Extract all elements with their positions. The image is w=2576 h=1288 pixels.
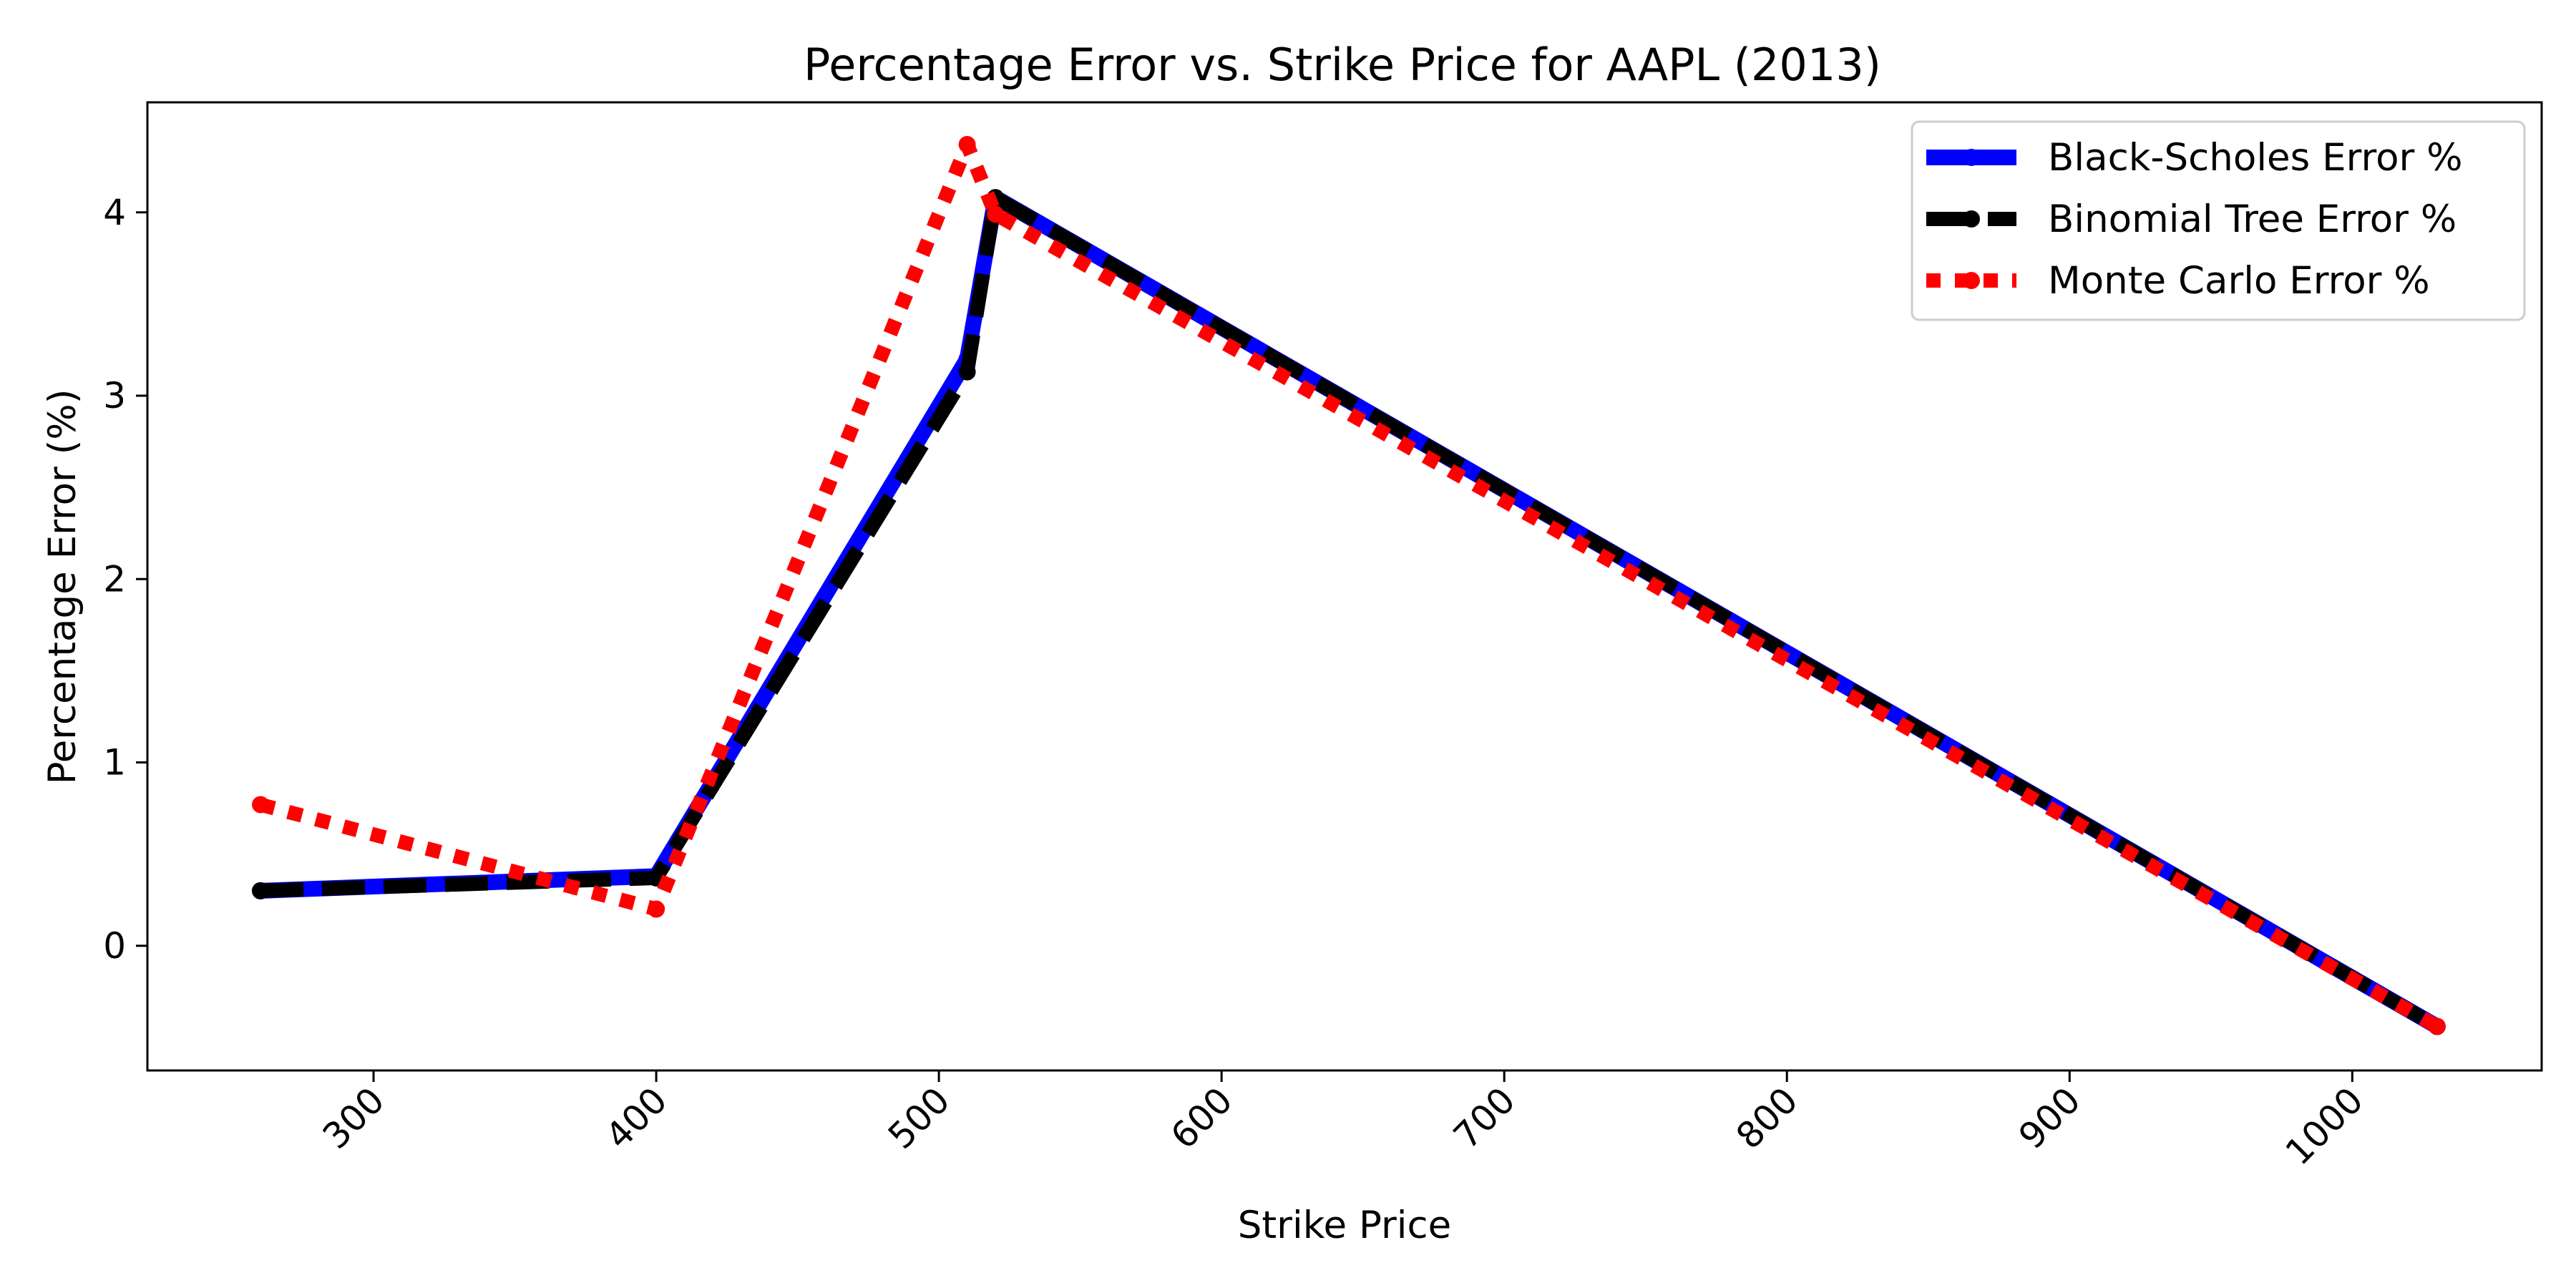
y-tick-label: 4 (103, 192, 126, 233)
x-tick-label: 900 (2011, 1079, 2088, 1156)
series-point (252, 796, 270, 814)
x-tick-label: 500 (880, 1079, 957, 1156)
y-tick-label: 2 (103, 558, 126, 600)
legend-marker (1963, 272, 1980, 289)
y-tick-label: 1 (103, 742, 126, 784)
series-point (2428, 1018, 2446, 1035)
series-point (648, 900, 665, 918)
y-tick-label: 3 (103, 375, 126, 416)
x-tick-label: 300 (315, 1079, 392, 1156)
x-tick-label: 400 (597, 1079, 675, 1156)
series-line (260, 190, 2441, 1033)
series-layer (252, 135, 2446, 1035)
legend-frame (1911, 120, 2526, 321)
legend-label: Binomial Tree Error % (2048, 197, 2457, 241)
series-point (958, 363, 976, 381)
series-point (987, 205, 1005, 223)
chart-title: Percentage Error vs. Strike Price for AA… (804, 39, 1881, 91)
x-tick-label: 700 (1445, 1079, 1523, 1156)
y-axis-ticks: 0 1 2 3 4 (103, 192, 147, 967)
x-tick-label: 600 (1163, 1079, 1240, 1156)
series-point (252, 882, 270, 899)
series-point (958, 135, 976, 153)
x-axis-ticks: 300 400 500 600 700 800 900 1000 (315, 1070, 2371, 1173)
legend-marker (1963, 149, 1980, 166)
series-2 (252, 135, 2446, 1035)
legend-label: Black-Scholes Error % (2048, 136, 2463, 180)
legend: Black-Scholes Error % Binomial Tree Error… (1911, 120, 2526, 321)
plot-area (146, 101, 2543, 1072)
x-tick-label: 1000 (2278, 1079, 2371, 1173)
y-axis-label: Percentage Error (%) (41, 389, 84, 785)
x-tick-label: 800 (1728, 1079, 1805, 1156)
legend-label: Monte Carlo Error % (2048, 259, 2430, 303)
x-axis-label: Strike Price (1238, 1204, 1452, 1247)
legend-marker (1963, 210, 1980, 228)
series-line (260, 190, 2441, 1034)
y-tick-label: 0 (103, 925, 126, 967)
